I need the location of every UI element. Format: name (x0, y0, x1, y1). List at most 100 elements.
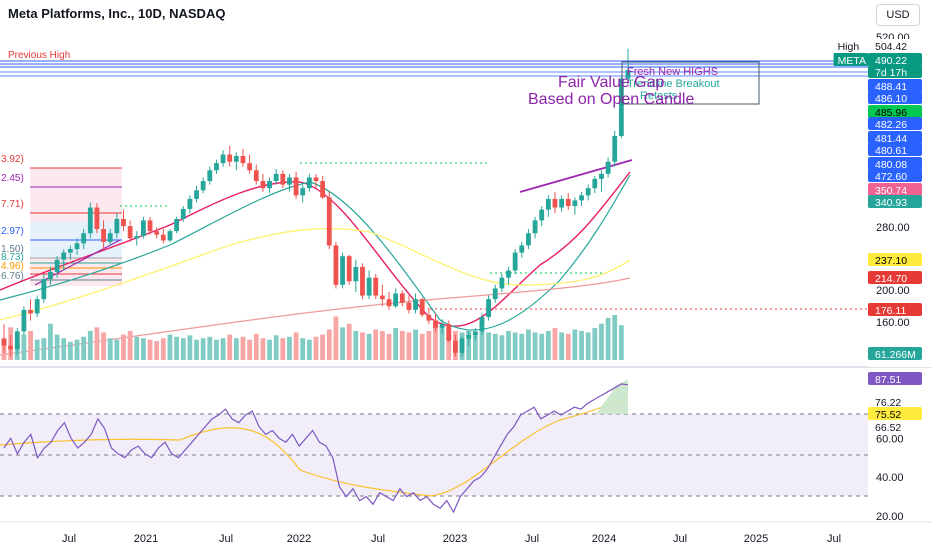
candle-body (160, 234, 166, 241)
candle (552, 191, 558, 214)
box-line-3: Retests (640, 90, 678, 102)
candle (227, 145, 233, 167)
candle-body (147, 220, 153, 232)
volume-bar (67, 341, 73, 360)
volume-bar (154, 341, 160, 360)
candle (74, 238, 80, 255)
time-axis-label: 2024 (592, 533, 616, 545)
candle (253, 164, 259, 185)
price-badge-value: 176.11 (875, 305, 906, 317)
left-level-label: 3.92) (1, 154, 24, 165)
candle-body (605, 161, 611, 174)
volume-bar (233, 338, 239, 360)
candle (1, 324, 7, 353)
candle (612, 130, 618, 167)
volume-bar (194, 339, 199, 360)
candle (340, 252, 345, 289)
candle (94, 203, 100, 234)
volume-bar (326, 329, 332, 360)
volume-bar (81, 336, 87, 360)
price-badge (868, 79, 922, 92)
candle-body (114, 218, 120, 234)
volume-bar (399, 330, 405, 360)
volume-bar (101, 332, 106, 360)
candle-body (87, 207, 93, 234)
candle (34, 295, 40, 318)
candle-body (260, 181, 266, 189)
candle (8, 334, 14, 357)
candle-body (134, 236, 140, 239)
volume-bar (114, 339, 120, 360)
price-badge (868, 53, 922, 66)
left-level-label: 6.76) (1, 271, 24, 282)
volume-bar (48, 323, 53, 360)
price-badge (868, 169, 922, 182)
price-badge-value: 480.61 (875, 145, 907, 157)
candle (426, 307, 432, 325)
candle-body (492, 288, 498, 300)
volume-bar (599, 323, 604, 360)
candle (87, 202, 93, 239)
candle (492, 284, 498, 303)
candle-body (585, 188, 591, 196)
candle (433, 313, 438, 332)
price-badge-value: 472.60 (875, 171, 907, 183)
candle (472, 327, 478, 341)
volume-bar (320, 334, 326, 360)
candle (48, 266, 53, 285)
volume-bar (187, 335, 193, 360)
candle (379, 284, 385, 307)
volume-bar (519, 333, 525, 360)
rsi-badge-value: 75.52 (875, 409, 901, 421)
volume-bar (214, 339, 219, 360)
candle-body (592, 178, 598, 189)
price-badge-value: 61.266M (875, 349, 916, 361)
left-level-label: 1.50) (1, 244, 24, 255)
candle (233, 152, 239, 171)
currency-button[interactable]: USD (876, 4, 920, 26)
candle-body (313, 177, 319, 182)
candle-body (154, 231, 160, 235)
box-line-1: Fresh New HIGHS (627, 66, 718, 78)
candle-body (34, 299, 40, 314)
candle (326, 191, 332, 250)
rsi-badge-value: 87.51 (875, 374, 901, 386)
price-badge (868, 253, 922, 266)
candle-body (253, 170, 259, 182)
candle-body (220, 154, 226, 164)
rsi-axis (868, 369, 932, 519)
volume-bar (280, 338, 286, 360)
candle (260, 173, 266, 192)
candle-body (466, 334, 472, 339)
rsi-ma-line (0, 397, 629, 497)
candle-body (28, 309, 33, 314)
volume-bar (94, 327, 100, 360)
candle-body (240, 155, 246, 164)
volume-bar (267, 339, 272, 360)
price-badge (868, 157, 922, 170)
price-badge-value: 490.22 (875, 55, 907, 67)
candle-body (326, 197, 332, 246)
price-badge (868, 183, 922, 196)
candle (545, 195, 551, 217)
price-badge (868, 195, 922, 208)
candle-body (293, 177, 299, 196)
volume-bar (147, 339, 153, 360)
rsi-axis-tick: 40.00 (876, 472, 904, 484)
left-level-label: 8.73) (1, 252, 24, 263)
candle-body (379, 295, 385, 300)
candle-body (446, 324, 452, 341)
candle (512, 249, 518, 275)
candle-body (572, 200, 578, 207)
candle (599, 170, 604, 192)
time-axis-label: 2023 (443, 533, 467, 545)
volume-bar (61, 338, 67, 360)
rsi-badge (868, 395, 922, 408)
volume-bars (1, 315, 624, 360)
candle-body (54, 259, 60, 272)
candle (300, 184, 306, 203)
candle (479, 313, 485, 335)
candle (101, 220, 106, 250)
candle-body (366, 277, 372, 296)
